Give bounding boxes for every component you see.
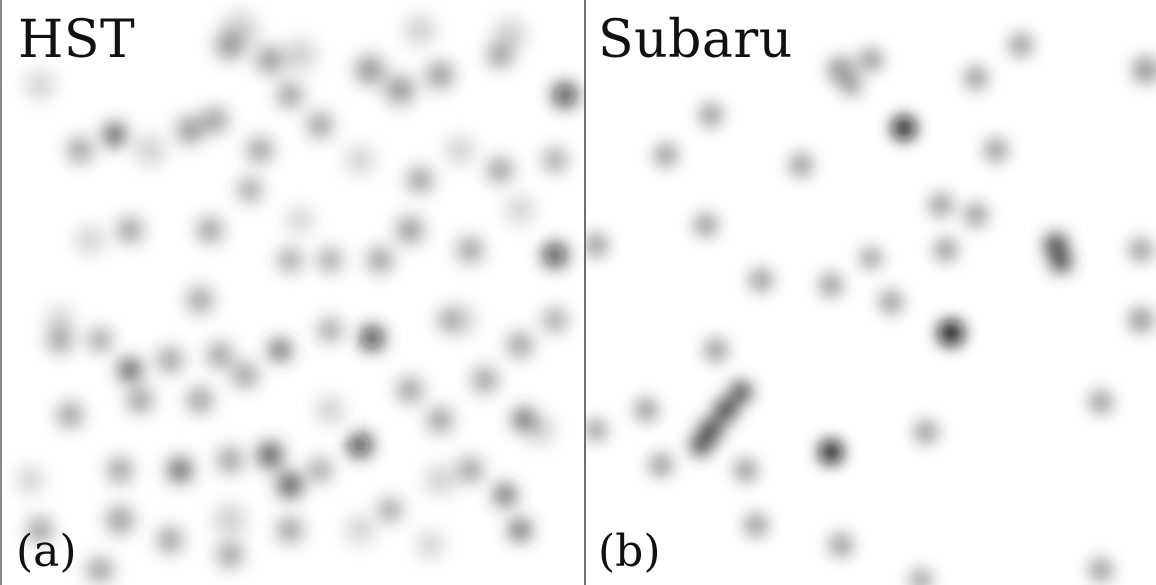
hst-panel: HST (a)	[16, 10, 576, 582]
panel-a-label: (a)	[16, 526, 77, 577]
subaru-panel: Subaru (b)	[586, 0, 1156, 585]
subaru-label: Subaru	[598, 10, 793, 70]
panel-divider	[584, 0, 586, 585]
hst-label: HST	[18, 10, 136, 70]
panel-b-label: (b)	[598, 526, 661, 577]
subaru-density-map	[586, 33, 1156, 585]
hst-density-map	[17, 12, 576, 582]
